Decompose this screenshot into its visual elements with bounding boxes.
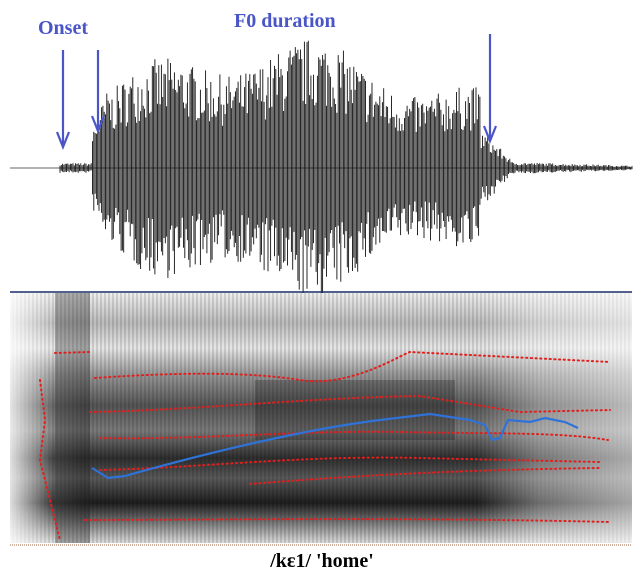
- waveform: [59, 40, 633, 296]
- caption: /kɛ1/ 'home': [269, 550, 374, 572]
- arrows: [55, 34, 498, 150]
- spectrogram: [10, 293, 632, 543]
- onset-label: Onset: [38, 17, 88, 39]
- waveform-trace: [59, 40, 633, 296]
- f0-duration-label: F0 duration: [234, 10, 336, 32]
